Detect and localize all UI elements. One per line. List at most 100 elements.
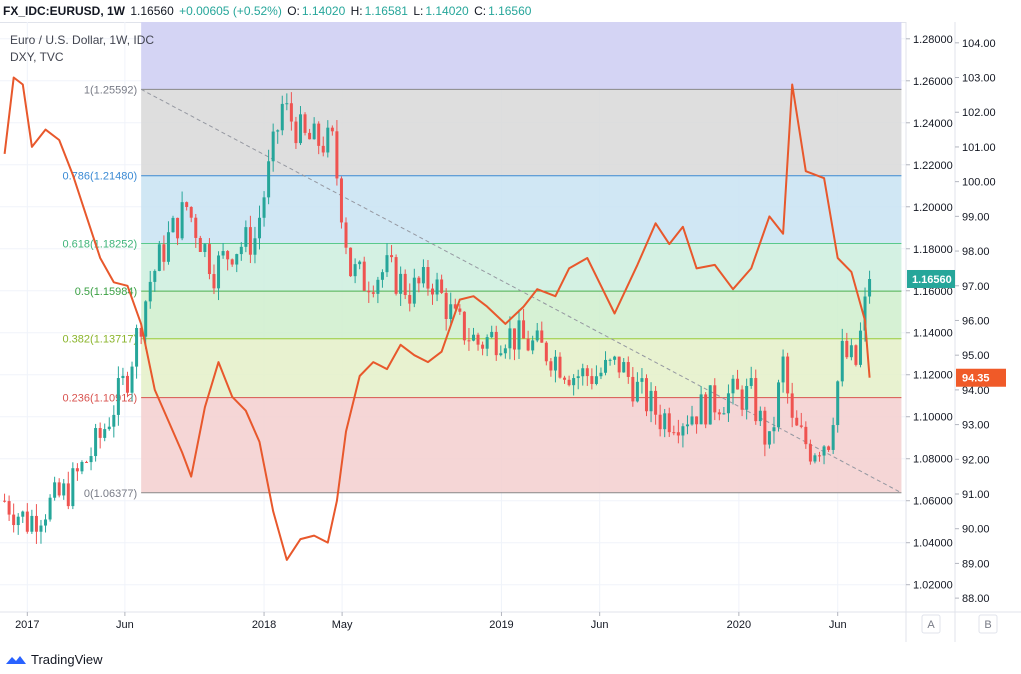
candle-body <box>217 255 221 289</box>
candle <box>840 328 844 387</box>
tradingview-logo[interactable]: TradingView <box>5 652 103 667</box>
candle-body <box>157 244 161 271</box>
scale-b-button[interactable]: B <box>978 614 998 634</box>
candle-body <box>508 328 512 349</box>
candle-body <box>649 390 653 412</box>
candle-body <box>353 264 357 277</box>
close-label: C: <box>474 4 487 18</box>
candle <box>681 423 685 448</box>
legend-compare-series[interactable]: DXY, TVC <box>10 50 64 64</box>
fib-level-label: 0.382(1.13717) <box>63 334 138 346</box>
candle <box>30 509 34 534</box>
scale-a-button[interactable]: A <box>921 614 941 634</box>
candle <box>804 421 808 449</box>
candle-body <box>858 330 862 365</box>
candle <box>353 258 357 284</box>
candle-body <box>312 123 316 140</box>
candle-body <box>280 103 284 131</box>
candle <box>57 478 61 498</box>
candle <box>440 274 444 294</box>
candle-body <box>426 267 430 289</box>
chart-area[interactable]: 1(1.25592) 0.786(1.21480) 0.618(1.18252) 0.… <box>0 22 1021 642</box>
candle <box>726 384 730 422</box>
candle <box>358 260 362 270</box>
candle <box>503 344 507 359</box>
price-chart[interactable]: 1(1.25592) 0.786(1.21480) 0.618(1.18252) 0.… <box>0 22 1021 642</box>
candle <box>189 206 193 223</box>
candle <box>39 519 43 544</box>
candle <box>608 358 612 366</box>
candle <box>817 451 821 462</box>
candle-body <box>189 206 193 218</box>
candle <box>754 369 758 425</box>
candle-body <box>676 432 680 436</box>
price-tick-label: 1.04000 <box>913 538 953 550</box>
candle-body <box>576 376 580 379</box>
candle <box>476 332 480 351</box>
candle <box>162 235 166 271</box>
candle-body <box>581 368 585 377</box>
candle-body <box>786 356 790 394</box>
candle <box>786 352 790 404</box>
candle-body <box>749 378 753 386</box>
candle <box>417 276 421 293</box>
candle-body <box>198 237 202 252</box>
candle <box>135 324 139 379</box>
candle-body <box>21 511 25 517</box>
candle <box>485 334 489 357</box>
candle <box>827 445 831 452</box>
candle-body <box>731 378 735 394</box>
candle <box>421 259 425 288</box>
candle-body <box>763 410 767 445</box>
price-tick-label: 1.14000 <box>913 328 953 340</box>
candle <box>499 345 503 357</box>
candle <box>98 422 102 449</box>
symbol-label[interactable]: FX_IDC:EURUSD, 1W <box>3 4 126 18</box>
candle <box>403 269 407 300</box>
candle <box>640 368 644 394</box>
candle-body <box>226 251 230 260</box>
candle <box>435 272 439 302</box>
candle <box>695 416 699 434</box>
price-axis: 1.28000 1.26000 1.24000 1.22000 1.20000 1.180… <box>906 34 953 592</box>
candle-body <box>594 376 598 384</box>
compare-tick-label: 98.00 <box>962 246 990 258</box>
candle <box>617 356 621 379</box>
candle <box>431 283 435 305</box>
price-tick-label: 1.18000 <box>913 244 953 256</box>
candle-body <box>604 359 608 373</box>
candle <box>166 221 170 265</box>
fib-zone <box>141 338 902 398</box>
scale-b-box <box>978 614 998 634</box>
candle-body <box>53 482 57 498</box>
legend-main-series[interactable]: Euro / U.S. Dollar, 1W, IDC <box>10 33 155 47</box>
candle <box>321 136 325 157</box>
candle <box>344 217 348 255</box>
candle <box>868 270 872 304</box>
candle <box>736 369 740 390</box>
candle-body <box>681 426 685 436</box>
candle <box>308 128 312 140</box>
candle-body <box>795 417 799 426</box>
candle-body <box>326 127 330 153</box>
last-price-badge-bg <box>907 269 955 288</box>
candle <box>590 368 594 390</box>
candle <box>858 322 862 368</box>
candle <box>226 250 230 271</box>
candle <box>230 258 234 267</box>
candle-body <box>7 501 11 515</box>
candle <box>180 191 184 241</box>
price-tick-label: 1.10000 <box>913 412 953 424</box>
candle-body <box>103 429 107 438</box>
candle <box>66 471 70 510</box>
candle <box>294 116 298 149</box>
candle-body <box>180 202 184 239</box>
candle-body <box>535 330 539 341</box>
candle-body <box>403 273 407 296</box>
candle <box>298 106 302 146</box>
candle-body <box>25 511 29 532</box>
candle <box>772 416 776 444</box>
price-tick-label: 1.22000 <box>913 160 953 172</box>
fib-level-label: 0.236(1.10912) <box>63 393 138 405</box>
compare-tick-label: 96.00 <box>962 315 990 327</box>
